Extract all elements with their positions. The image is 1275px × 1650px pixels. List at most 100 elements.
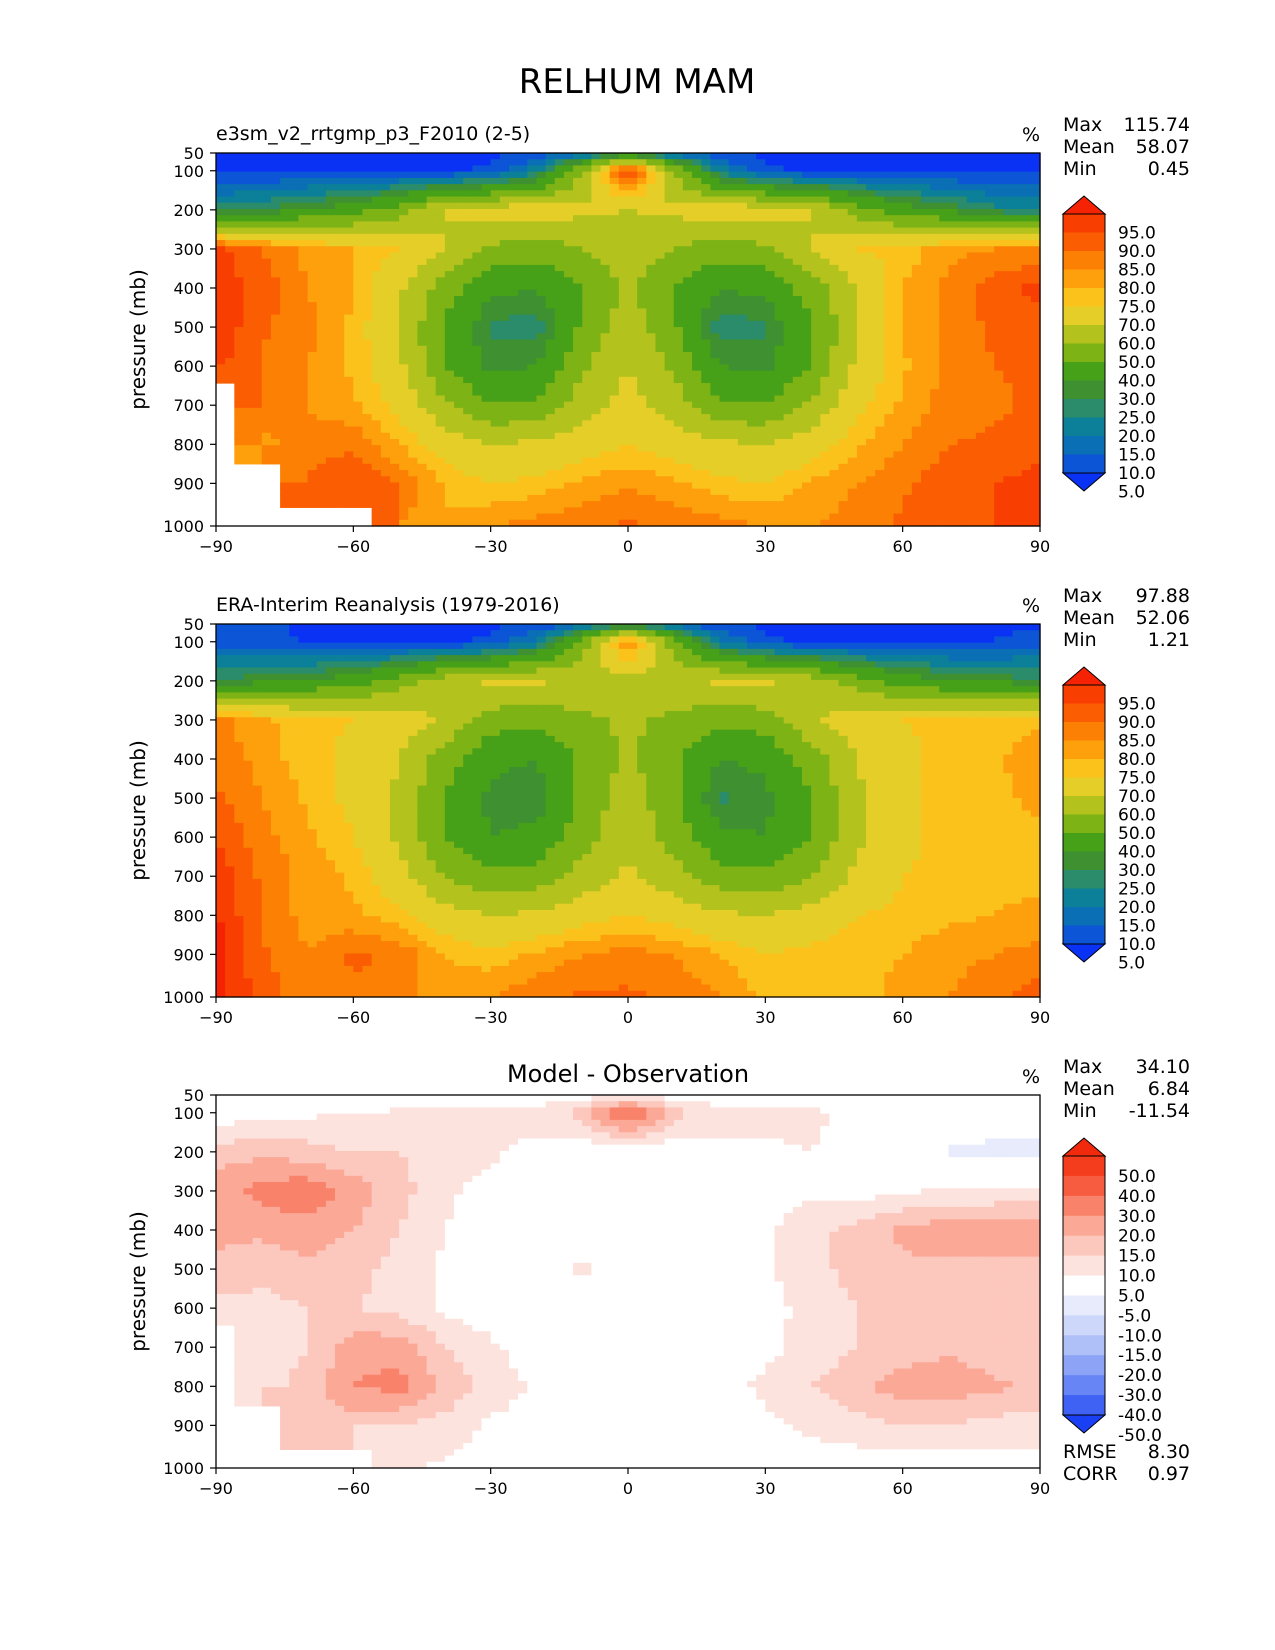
heatmap-cell bbox=[673, 351, 684, 359]
heatmap-cell bbox=[563, 414, 574, 421]
heatmap-cell bbox=[389, 482, 400, 490]
heatmap-cell bbox=[609, 215, 620, 222]
heatmap-cell bbox=[454, 289, 464, 297]
heatmap-cell bbox=[728, 395, 739, 403]
heatmap-cell bbox=[527, 184, 538, 191]
heatmap-cell bbox=[545, 339, 556, 347]
heatmap-cell bbox=[472, 364, 483, 372]
heatmap-cell bbox=[316, 451, 327, 459]
heatmap-cell bbox=[756, 432, 766, 440]
heatmap-cell bbox=[975, 277, 986, 285]
heatmap-cell bbox=[948, 165, 959, 173]
heatmap-cell bbox=[435, 494, 446, 502]
heatmap-cell bbox=[307, 470, 318, 477]
heatmap-cell bbox=[994, 159, 1004, 167]
heatmap-cell bbox=[811, 414, 821, 421]
heatmap-cell bbox=[573, 451, 583, 459]
heatmap-cell bbox=[838, 196, 849, 204]
heatmap-cell bbox=[902, 376, 913, 384]
heatmap-cell bbox=[261, 221, 272, 229]
heatmap-cell bbox=[838, 401, 849, 409]
heatmap-cell bbox=[820, 482, 831, 490]
heatmap-cell bbox=[527, 264, 538, 272]
heatmap-cell bbox=[948, 177, 959, 185]
heatmap-cell bbox=[499, 252, 510, 260]
heatmap-cell bbox=[518, 432, 528, 440]
heatmap-cell bbox=[609, 395, 620, 403]
heatmap-cell bbox=[325, 364, 336, 372]
heatmap-cell bbox=[975, 196, 986, 204]
heatmap-cell bbox=[225, 233, 235, 241]
heatmap-cell bbox=[362, 208, 373, 216]
heatmap-cell bbox=[399, 190, 409, 198]
heatmap-cell bbox=[719, 376, 730, 384]
heatmap-cell bbox=[975, 494, 986, 502]
heatmap-cell bbox=[454, 395, 464, 403]
heatmap-cell bbox=[930, 364, 940, 372]
heatmap-cell bbox=[801, 420, 812, 428]
heatmap-cell bbox=[362, 395, 373, 403]
heatmap-cell bbox=[444, 258, 455, 266]
heatmap-cell bbox=[737, 314, 748, 322]
heatmap-cell bbox=[792, 171, 803, 179]
heatmap-cell bbox=[628, 314, 638, 322]
heatmap-cell bbox=[417, 171, 428, 179]
heatmap-cell bbox=[728, 165, 739, 173]
heatmap-cell bbox=[298, 264, 309, 272]
heatmap-cell bbox=[563, 215, 574, 222]
heatmap-cell bbox=[820, 196, 831, 204]
heatmap-cell bbox=[655, 184, 666, 191]
heatmap-cell bbox=[371, 289, 382, 297]
heatmap-cell bbox=[389, 470, 400, 477]
heatmap-cell bbox=[673, 370, 684, 378]
heatmap-cell bbox=[481, 488, 492, 496]
heatmap-cell bbox=[408, 184, 419, 191]
heatmap-cell bbox=[966, 177, 977, 185]
heatmap-cell bbox=[1012, 246, 1023, 254]
heatmap-cell bbox=[765, 184, 776, 191]
heatmap-cell bbox=[472, 327, 483, 334]
heatmap-cell bbox=[920, 339, 931, 347]
heatmap-cell bbox=[243, 308, 254, 316]
heatmap-cell bbox=[289, 314, 299, 322]
heatmap-cell bbox=[875, 376, 885, 384]
heatmap-cell bbox=[985, 283, 995, 291]
heatmap-cell bbox=[618, 463, 629, 471]
heatmap-cell bbox=[270, 153, 281, 160]
heatmap-cell bbox=[344, 215, 354, 222]
heatmap-cell bbox=[435, 445, 446, 452]
heatmap-cell bbox=[435, 240, 446, 247]
heatmap-cell bbox=[408, 470, 419, 477]
heatmap-cell bbox=[353, 501, 364, 508]
heatmap-cell bbox=[261, 258, 272, 266]
heatmap-cell bbox=[389, 501, 400, 508]
heatmap-cell bbox=[252, 215, 263, 222]
heatmap-cell bbox=[536, 314, 547, 322]
heatmap-cell bbox=[774, 345, 785, 353]
heatmap-cell bbox=[582, 271, 592, 278]
heatmap-cell bbox=[573, 438, 583, 446]
heatmap-cell bbox=[234, 314, 245, 322]
heatmap-cell bbox=[417, 314, 428, 322]
heatmap-cell bbox=[472, 196, 483, 204]
heatmap-cell bbox=[362, 351, 373, 359]
heatmap-cell bbox=[536, 389, 547, 397]
heatmap-cell bbox=[1012, 165, 1023, 173]
heatmap-cell bbox=[463, 432, 473, 440]
heatmap-cell bbox=[408, 327, 419, 334]
heatmap-cell bbox=[316, 289, 327, 297]
heatmap-cell bbox=[426, 333, 437, 341]
heatmap-cell bbox=[316, 383, 327, 390]
heatmap-cell bbox=[847, 482, 858, 490]
heatmap-cell bbox=[316, 414, 327, 421]
heatmap-cell bbox=[216, 184, 226, 191]
heatmap-cell bbox=[435, 432, 446, 440]
heatmap-cell bbox=[939, 451, 950, 459]
heatmap-cell bbox=[444, 208, 455, 216]
heatmap-cell bbox=[389, 414, 400, 421]
heatmap-cell bbox=[389, 177, 400, 185]
heatmap-cell bbox=[756, 376, 766, 384]
heatmap-cell bbox=[646, 271, 657, 278]
heatmap-cell bbox=[316, 370, 327, 378]
heatmap-cell bbox=[747, 258, 757, 266]
